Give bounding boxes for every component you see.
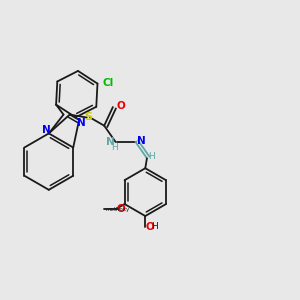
Text: methoxy: methoxy [106,206,130,211]
Text: O: O [146,222,155,232]
Text: N: N [77,118,86,128]
Text: N: N [137,136,146,146]
Text: N: N [42,125,50,135]
Text: H: H [111,143,118,152]
Text: N: N [106,137,115,147]
Text: S: S [84,112,92,122]
Text: H: H [151,222,158,231]
Text: O: O [117,204,125,214]
Text: O: O [116,101,125,111]
Text: Cl: Cl [102,78,113,88]
Text: H: H [148,152,155,161]
